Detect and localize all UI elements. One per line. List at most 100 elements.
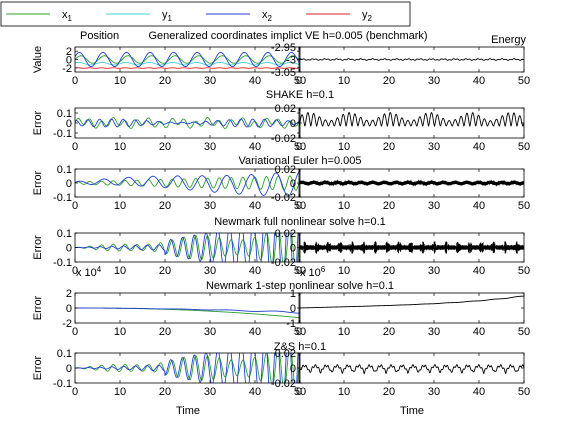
- x-tick-label: 40: [249, 75, 261, 87]
- y-tick-label: 0: [290, 363, 296, 375]
- x-tick-label: 20: [159, 386, 171, 398]
- y-tick-label: 1: [290, 288, 296, 300]
- x-tick-label: 0: [296, 326, 302, 338]
- x-tick-label: 20: [383, 265, 395, 277]
- series-energy-row2: [299, 112, 524, 128]
- panel-1-right: 0 10 20 30 40 50 -2.95-3-3.05: [271, 42, 530, 87]
- x-tick-label: 50: [294, 326, 306, 338]
- panel-4-right: 0 10 20 30 40 500.020-0.02: [271, 228, 530, 277]
- x-tick-label: 20: [383, 75, 395, 87]
- x-tick-label: 10: [114, 265, 126, 277]
- x-tick-label: 10: [114, 141, 126, 153]
- x-tick-label: 10: [114, 326, 126, 338]
- x-tick-label: 20: [159, 141, 171, 153]
- y-tick-label: 0.02: [275, 228, 296, 240]
- x-tick-label: 30: [204, 141, 216, 153]
- y-tick-label: 2: [66, 288, 72, 300]
- y-tick-label: 0: [290, 178, 296, 190]
- y-tick-label: 0.1: [57, 348, 72, 360]
- x-tick-label: 30: [428, 75, 440, 87]
- x-tick-label: 0: [296, 141, 302, 153]
- row3-title: Variational Euler h=0.005: [238, 155, 361, 167]
- y-tick-label: 0: [66, 118, 72, 130]
- x-tick-label: 10: [338, 75, 350, 87]
- x-tick-label: 30: [204, 75, 216, 87]
- x-tick-label: 0: [296, 75, 302, 87]
- series-x1-row6: [75, 353, 300, 383]
- series-x2-row1: [75, 51, 300, 68]
- x-tick-label: 30: [428, 386, 440, 398]
- x-tick-label: 0: [72, 326, 78, 338]
- series-energy-row4: [299, 241, 524, 255]
- row1-left-title: Position: [80, 30, 119, 42]
- x-tick-label: 10: [338, 200, 350, 212]
- x-tick-label: 50: [294, 200, 306, 212]
- legend-label-y1: y1: [162, 9, 173, 23]
- x-tick-label: 30: [204, 386, 216, 398]
- x-tick-label: 40: [249, 326, 261, 338]
- y-tick-label: 0: [290, 118, 296, 130]
- xlabel-right: Time: [400, 405, 424, 417]
- series-x2-row6: [75, 353, 299, 383]
- x-tick-label: 10: [114, 200, 126, 212]
- series-x2-row5: [75, 307, 300, 314]
- series-energy-row3: [299, 179, 524, 187]
- x-tick-label: 50: [518, 141, 530, 153]
- y-tick-label: -0.1: [53, 257, 72, 269]
- x-tick-label: 20: [159, 75, 171, 87]
- y-tick-label: 0.02: [275, 103, 296, 115]
- panel-3-right: 0 10 20 30 40 500.020-0.02: [271, 164, 530, 212]
- x-tick-label: 50: [294, 386, 306, 398]
- y-tick-label: 0: [66, 55, 72, 67]
- y-tick-label: 0: [290, 303, 296, 315]
- x-tick-label: 50: [518, 265, 530, 277]
- series-x1-row2: [75, 117, 300, 129]
- y-tick-label: -0.1: [53, 128, 72, 140]
- row5-title: Newmark 1-step nonlinear solve h=0.1: [206, 280, 394, 292]
- x-tick-label: 50: [518, 386, 530, 398]
- x-tick-label: 40: [473, 75, 485, 87]
- y-tick-label: 0: [66, 178, 72, 190]
- y-tick-label: -2.95: [271, 42, 296, 54]
- y-tick-label: -0.1: [53, 378, 72, 390]
- y-tick-label: -0.02: [271, 378, 296, 390]
- x-tick-label: 30: [204, 265, 216, 277]
- x-tick-label: 0: [72, 386, 78, 398]
- x-tick-label: 50: [518, 75, 530, 87]
- y-tick-label: 0.1: [57, 108, 72, 120]
- legend: x1 y1 x2 y2: [0, 1, 411, 27]
- x-tick-label: 30: [428, 141, 440, 153]
- x-tick-label: 30: [204, 200, 216, 212]
- legend-label-x1: x1: [62, 9, 73, 23]
- y-axis-label: Error: [32, 110, 44, 135]
- x-tick-label: 10: [338, 141, 350, 153]
- x-tick-label: 0: [72, 75, 78, 87]
- x-tick-label: 40: [473, 200, 485, 212]
- x-tick-label: 50: [518, 200, 530, 212]
- series-x1-row4: [75, 233, 300, 262]
- x-tick-label: 40: [473, 265, 485, 277]
- x-tick-label: 20: [383, 141, 395, 153]
- panel-2-right: 0 10 20 30 40 500.020-0.02: [271, 103, 530, 153]
- row2-title: SHAKE h=0.1: [266, 89, 334, 101]
- x-tick-label: 20: [383, 326, 395, 338]
- y-tick-label: 0.02: [275, 164, 296, 176]
- y-axis-label: Value: [32, 46, 44, 73]
- y-tick-label: 0.1: [57, 228, 72, 240]
- y-tick-label: 0: [66, 243, 72, 255]
- x-tick-label: 0: [72, 141, 78, 153]
- y-tick-label: -0.02: [271, 192, 296, 204]
- y-tick-label: 0.1: [57, 164, 72, 176]
- y-tick-label: 0: [66, 363, 72, 375]
- y-tick-label: 0: [290, 243, 296, 255]
- x-tick-label: 50: [294, 75, 306, 87]
- y-tick-label: -2: [62, 63, 72, 75]
- row1-title: Generalized coordinates implict VE h=0.0…: [148, 30, 427, 42]
- y-tick-label: 0.02: [275, 348, 296, 360]
- y-tick-label: -0.02: [271, 133, 296, 145]
- x-tick-label: 20: [159, 265, 171, 277]
- y-axis-label: Error: [32, 295, 44, 320]
